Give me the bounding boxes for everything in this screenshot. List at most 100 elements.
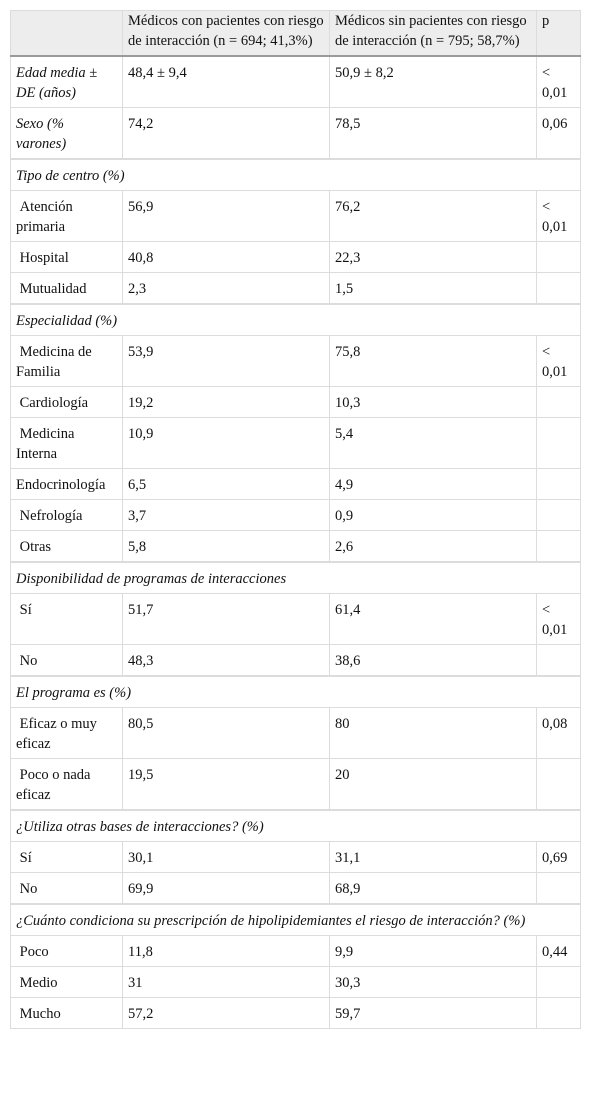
row-label: Mutualidad [10,272,123,304]
data-row: Eficaz o muy eficaz 80,5 80 0,08 [10,707,581,759]
data-row: Medicina de Familia 53,9 75,8 < 0,01 [10,335,581,387]
cell: 61,4 [329,593,537,645]
cell: 0,9 [329,499,537,531]
cell: < 0,01 [536,335,581,387]
cell: 80,5 [122,707,330,759]
section-row: Especialidad (%) [10,304,581,336]
cell [536,241,581,273]
cell: 2,3 [122,272,330,304]
cell: 59,7 [329,997,537,1029]
cell: < 0,01 [536,593,581,645]
cell: 74,2 [122,107,330,159]
row-label: Otras [10,530,123,562]
header-cell [10,10,123,57]
section-label: ¿Utiliza otras bases de interacciones? (… [10,810,581,842]
cell: 5,4 [329,417,537,469]
row-label: Sí [10,593,123,645]
header-row: Médicos con pacientes con riesgo de inte… [10,10,581,57]
cell: 57,2 [122,997,330,1029]
cell: 10,9 [122,417,330,469]
cell: 31 [122,966,330,998]
cell: < 0,01 [536,55,581,108]
cell: < 0,01 [536,190,581,242]
row-label: No [10,872,123,904]
row-label: No [10,644,123,676]
cell: 50,9 ± 8,2 [329,55,537,108]
data-row: Mucho 57,2 59,7 [10,997,581,1029]
row-label: Poco o nada eficaz [10,758,123,810]
data-row: No 48,3 38,6 [10,644,581,676]
section-row: Tipo de centro (%) [10,159,581,191]
row-label: Sí [10,841,123,873]
cell: 56,9 [122,190,330,242]
header-cell: p [536,10,581,57]
row-label: Eficaz o muy eficaz [10,707,123,759]
cell: 4,9 [329,468,537,500]
row-label: Atención primaria [10,190,123,242]
cell [536,499,581,531]
data-row: Medio 31 30,3 [10,966,581,998]
cell: 30,1 [122,841,330,873]
cell: 22,3 [329,241,537,273]
data-row: Atención primaria 56,9 76,2 < 0,01 [10,190,581,242]
cell: 20 [329,758,537,810]
row-label: Hospital [10,241,123,273]
row-label: Mucho [10,997,123,1029]
cell: 48,4 ± 9,4 [122,55,330,108]
cell: 80 [329,707,537,759]
data-row: Nefrología 3,7 0,9 [10,499,581,531]
cell: 0,06 [536,107,581,159]
cell [536,872,581,904]
cell: 19,2 [122,386,330,418]
cell [536,644,581,676]
row-label: Sexo (% varones) [10,107,123,159]
cell: 6,5 [122,468,330,500]
section-row: ¿Utiliza otras bases de interacciones? (… [10,810,581,842]
row-label: Poco [10,935,123,967]
row-label: Medicina de Familia [10,335,123,387]
cell: 3,7 [122,499,330,531]
cell: 38,6 [329,644,537,676]
cell: 53,9 [122,335,330,387]
cell [536,272,581,304]
cell [536,997,581,1029]
cell: 51,7 [122,593,330,645]
cell [536,417,581,469]
cell: 1,5 [329,272,537,304]
data-row: Cardiología 19,2 10,3 [10,386,581,418]
section-label: ¿Cuánto condiciona su prescripción de hi… [10,904,581,936]
section-label: Disponibilidad de programas de interacci… [10,562,581,594]
data-row: Edad media ± DE (años) 48,4 ± 9,4 50,9 ± 8… [10,55,581,108]
cell [536,758,581,810]
cell: 2,6 [329,530,537,562]
cell: 78,5 [329,107,537,159]
section-row: El programa es (%) [10,676,581,708]
data-row: Mutualidad 2,3 1,5 [10,272,581,304]
cell [536,468,581,500]
row-label: Medio [10,966,123,998]
cell: 40,8 [122,241,330,273]
cell: 48,3 [122,644,330,676]
header-cell: Médicos sin pacientes con riesgo de inte… [329,10,537,57]
row-label: Endocrinología [10,468,123,500]
data-row: Sí 51,7 61,4 < 0,01 [10,593,581,645]
cell [536,966,581,998]
data-row: Poco o nada eficaz 19,5 20 [10,758,581,810]
data-row: No 69,9 68,9 [10,872,581,904]
cell: 10,3 [329,386,537,418]
cell: 69,9 [122,872,330,904]
cell: 0,44 [536,935,581,967]
cell: 19,5 [122,758,330,810]
row-label: Nefrología [10,499,123,531]
table-wrap: Médicos con pacientes con riesgo de inte… [10,10,581,1029]
data-row: Endocrinología 6,5 4,9 [10,468,581,500]
row-label: Edad media ± DE (años) [10,55,123,108]
section-row: ¿Cuánto condiciona su prescripción de hi… [10,904,581,936]
data-row: Otras 5,8 2,6 [10,530,581,562]
data-row: Sexo (% varones) 74,2 78,5 0,06 [10,107,581,159]
data-row: Medicina Interna 10,9 5,4 [10,417,581,469]
section-label: Tipo de centro (%) [10,159,581,191]
row-label: Cardiología [10,386,123,418]
cell: 76,2 [329,190,537,242]
header-cell: Médicos con pacientes con riesgo de inte… [122,10,330,57]
